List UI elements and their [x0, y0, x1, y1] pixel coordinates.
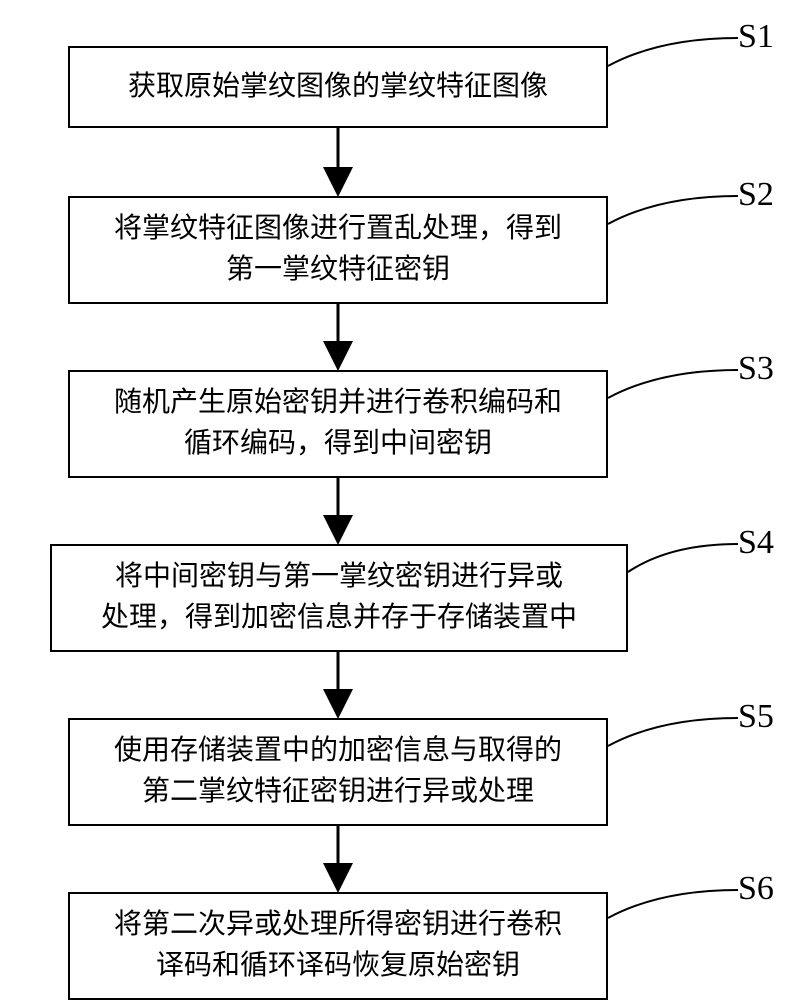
flow-node-s3: 随机产生原始密钥并进行卷积编码和循环编码，得到中间密钥: [68, 370, 608, 478]
step-label-text: S4: [738, 524, 774, 561]
step-label-s2: S2: [738, 176, 774, 214]
flowchart-canvas: 获取原始掌纹图像的掌纹特征图像 将掌纹特征图像进行置乱处理，得到第一掌纹特征密钥…: [0, 0, 803, 1000]
flow-node-s6: 将第二次异或处理所得密钥进行卷积译码和循环译码恢复原始密钥: [68, 892, 608, 1000]
flow-node-s5: 使用存储装置中的加密信息与取得的第二掌纹特征密钥进行异或处理: [68, 718, 608, 826]
flow-arrow-1-2: [0, 0, 803, 1000]
step-label-s4: S4: [738, 524, 774, 562]
step-label-text: S2: [738, 176, 774, 213]
step-label-s3: S3: [738, 350, 774, 388]
step-label-s5: S5: [738, 698, 774, 736]
step-label-text: S1: [738, 18, 774, 55]
flow-node-text: 随机产生原始密钥并进行卷积编码和循环编码，得到中间密钥: [114, 383, 562, 464]
flow-node-text: 将第二次异或处理所得密钥进行卷积译码和循环译码恢复原始密钥: [114, 905, 562, 986]
step-label-text: S5: [738, 698, 774, 735]
label-connectors: [0, 0, 803, 1000]
step-label-text: S3: [738, 350, 774, 387]
flow-node-text: 获取原始掌纹图像的掌纹特征图像: [128, 67, 548, 108]
flow-node-text: 使用存储装置中的加密信息与取得的第二掌纹特征密钥进行异或处理: [114, 731, 562, 812]
step-label-s1: S1: [738, 18, 774, 56]
flow-node-s4: 将中间密钥与第一掌纹密钥进行异或处理，得到加密信息并存于存储装置中: [50, 544, 628, 652]
flow-node-s2: 将掌纹特征图像进行置乱处理，得到第一掌纹特征密钥: [68, 196, 608, 304]
flow-node-s1: 获取原始掌纹图像的掌纹特征图像: [68, 46, 608, 128]
step-label-text: S6: [738, 870, 774, 907]
flow-node-text: 将掌纹特征图像进行置乱处理，得到第一掌纹特征密钥: [114, 209, 562, 290]
step-label-s6: S6: [738, 870, 774, 908]
flow-node-text: 将中间密钥与第一掌纹密钥进行异或处理，得到加密信息并存于存储装置中: [101, 557, 577, 638]
